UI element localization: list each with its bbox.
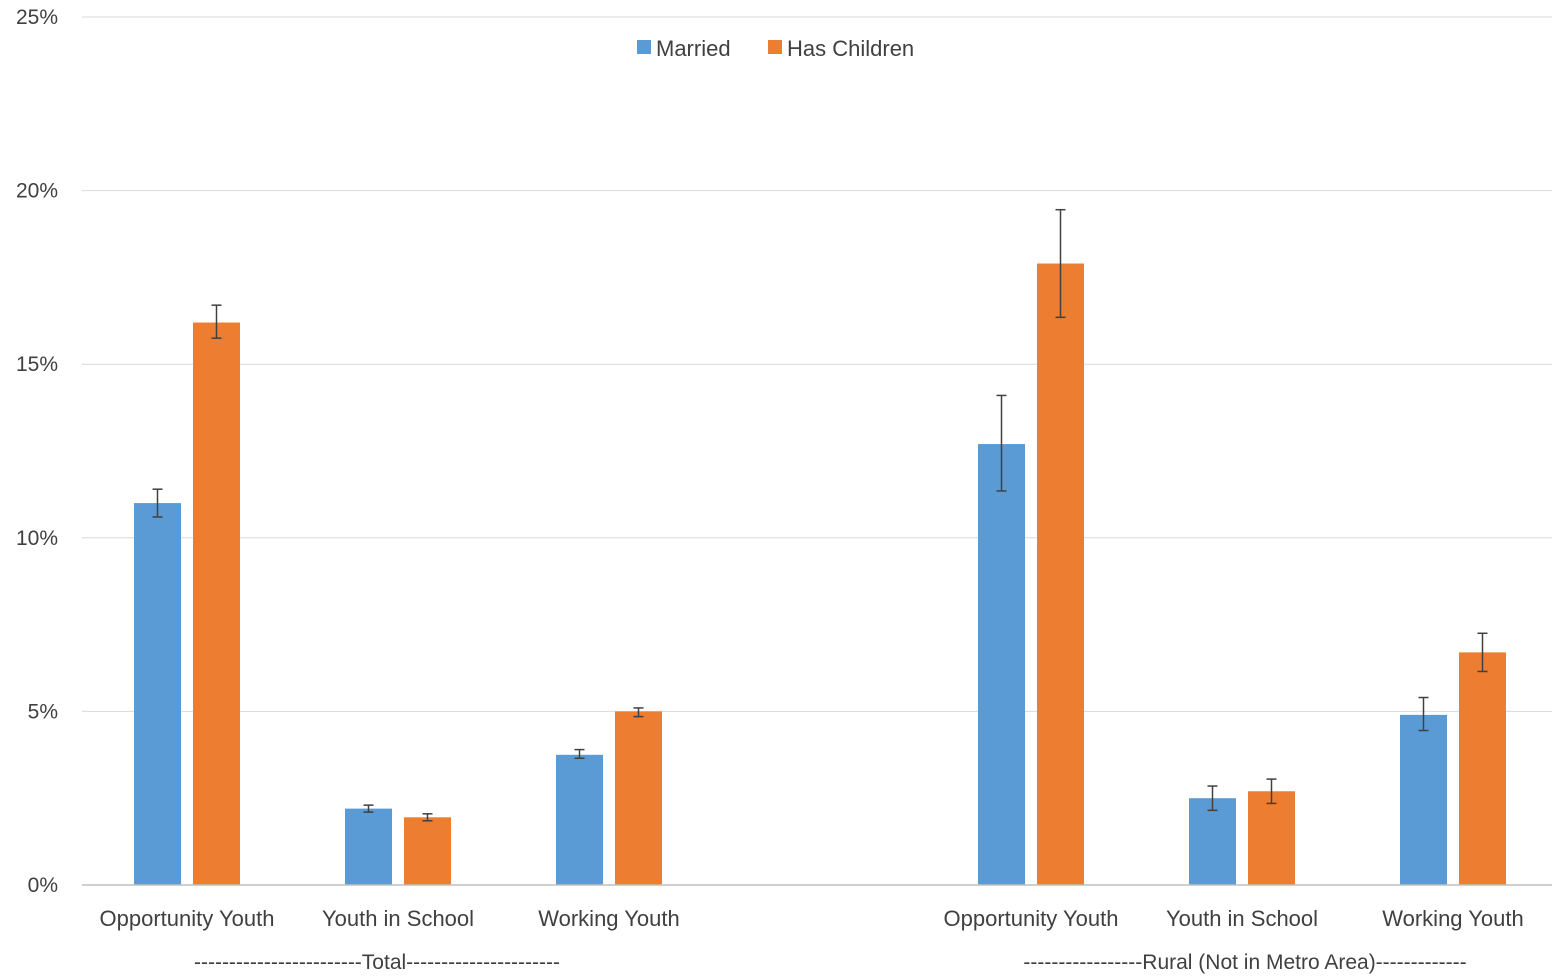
error-bar: [574, 748, 585, 760]
bar-has-children: [404, 817, 451, 885]
bar-married: [345, 808, 392, 885]
error-bar: [996, 394, 1007, 492]
bar-married: [1189, 798, 1236, 885]
category-label: Opportunity Youth: [100, 906, 275, 931]
bar-married: [978, 444, 1025, 885]
bar-has-children: [615, 711, 662, 885]
error-bar: [422, 813, 433, 822]
bar-married: [134, 503, 181, 885]
y-tick-label: 0%: [28, 874, 58, 897]
bar-married: [1400, 714, 1447, 885]
y-axis-ticks: 0% 5% 10% 15% 20% 25%: [16, 6, 58, 897]
legend-label-married: Married: [656, 36, 731, 61]
category-label: Working Youth: [1382, 906, 1523, 931]
y-tick-label: 15%: [16, 353, 58, 376]
bar-married: [556, 754, 603, 885]
legend-label-has-children: Has Children: [787, 36, 914, 61]
y-tick-label: 5%: [28, 700, 58, 723]
error-bar: [1418, 696, 1429, 732]
category-label: Opportunity Youth: [944, 906, 1119, 931]
error-bar: [1477, 632, 1488, 673]
bar-has-children: [193, 322, 240, 885]
bars: [134, 263, 1506, 886]
bar-has-children: [1248, 791, 1295, 885]
error-bar: [363, 804, 374, 813]
gridlines: [82, 16, 1552, 712]
group-label-rural: -----------------Rural (Not in Metro Are…: [1023, 951, 1466, 974]
category-label: Youth in School: [322, 906, 474, 931]
error-bar: [1055, 208, 1066, 319]
y-tick-label: 20%: [16, 180, 58, 203]
error-bar: [633, 707, 644, 718]
error-bar: [1207, 785, 1218, 812]
legend-swatch-has-children: [768, 40, 782, 54]
bar-has-children: [1037, 263, 1084, 886]
category-label: Working Youth: [538, 906, 679, 931]
error-bar: [211, 304, 222, 339]
group-labels: ------------------------Total-----------…: [194, 951, 1467, 974]
error-bar: [1266, 778, 1277, 805]
y-tick-label: 25%: [16, 6, 58, 29]
legend-swatch-married: [637, 40, 651, 54]
error-bars: [152, 208, 1488, 822]
category-label: Youth in School: [1166, 906, 1318, 931]
group-label-total: ------------------------Total-----------…: [194, 951, 560, 974]
error-bar: [152, 488, 163, 518]
legend: Married Has Children: [637, 36, 914, 61]
y-tick-label: 10%: [16, 527, 58, 550]
category-labels: Opportunity Youth Youth in School Workin…: [100, 906, 1524, 931]
bar-has-children: [1459, 652, 1506, 885]
